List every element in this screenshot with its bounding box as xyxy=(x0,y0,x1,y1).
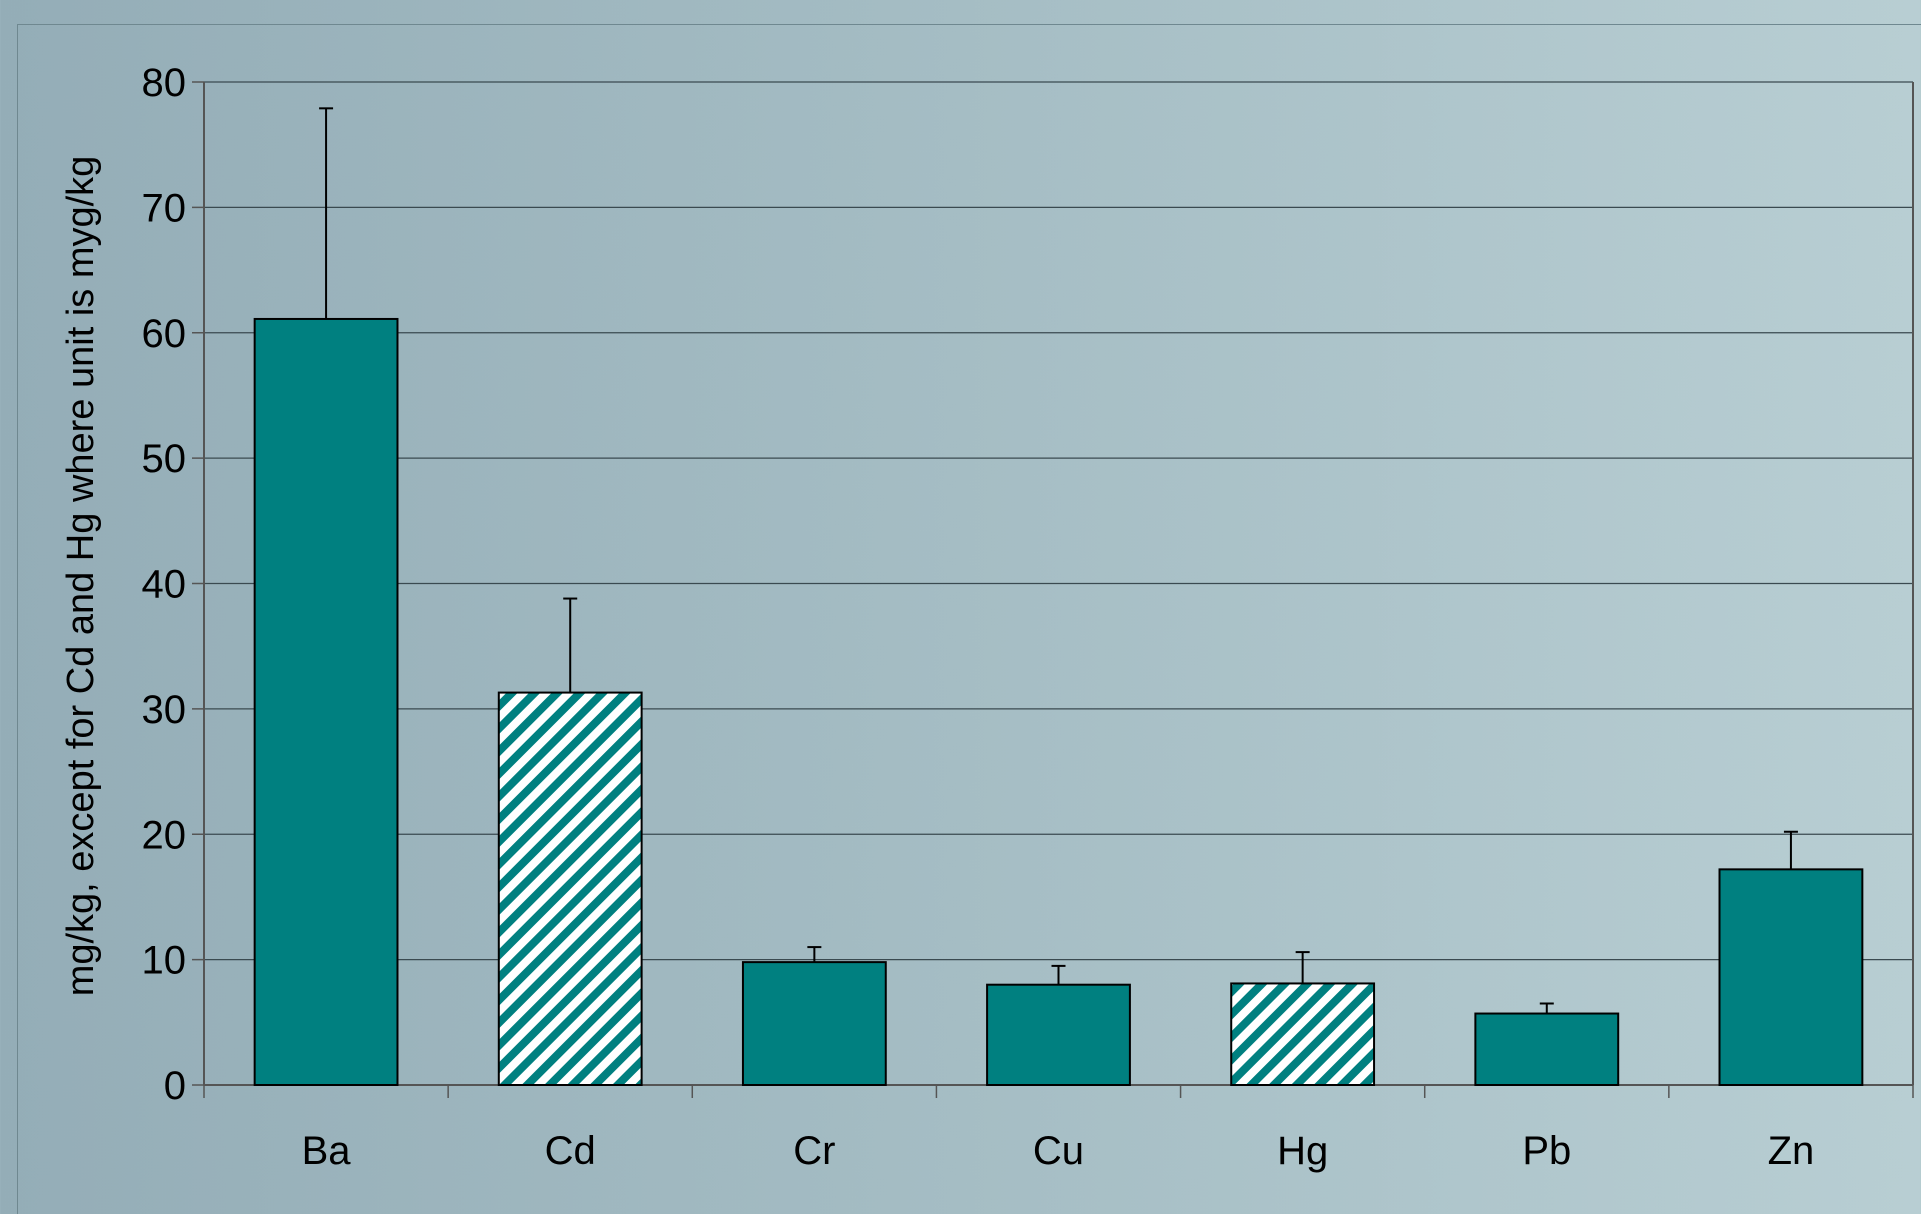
gridlines xyxy=(204,81,1913,961)
bar-cd xyxy=(497,691,643,1086)
bar-cu xyxy=(986,983,1131,1087)
bar-cr xyxy=(741,961,887,1087)
y-tick-label: 40 xyxy=(142,563,187,607)
bar-hg xyxy=(1230,982,1376,1086)
x-tick-label: Ba xyxy=(302,1129,352,1173)
y-tick-label: 80 xyxy=(142,61,187,105)
x-tick-label: Pb xyxy=(1522,1129,1571,1173)
y-axis-label: mg/kg, except for Cd and Hg where unit i… xyxy=(60,156,102,997)
chart-frame xyxy=(17,24,1921,1214)
bar-pb xyxy=(1474,1012,1620,1087)
x-tick-label: Cr xyxy=(793,1129,835,1173)
y-tick-label: 10 xyxy=(142,939,187,983)
bar-ba xyxy=(253,317,399,1086)
x-tick-label: Hg xyxy=(1277,1129,1328,1173)
y-tick-labels: 0 10 20 30 40 50 60 70 80 xyxy=(142,61,187,1108)
bars xyxy=(253,317,1864,1087)
x-tick-label: Cu xyxy=(1033,1129,1084,1173)
y-tick-label: 20 xyxy=(142,813,187,857)
x-tick-label: Cd xyxy=(545,1129,596,1173)
x-tick-label: Zn xyxy=(1768,1129,1815,1173)
y-tick-label: 70 xyxy=(142,186,187,230)
axes xyxy=(192,81,1914,1098)
x-tick-labels: Ba Cd Cr Cu Hg Pb Zn xyxy=(302,1129,1815,1173)
y-tick-label: 50 xyxy=(142,437,187,481)
error-bars xyxy=(319,107,1798,1014)
y-tick-label: 30 xyxy=(142,688,187,732)
bar-zn xyxy=(1718,868,1864,1086)
y-tick-label: 0 xyxy=(164,1064,186,1108)
y-tick-label: 60 xyxy=(142,312,187,356)
